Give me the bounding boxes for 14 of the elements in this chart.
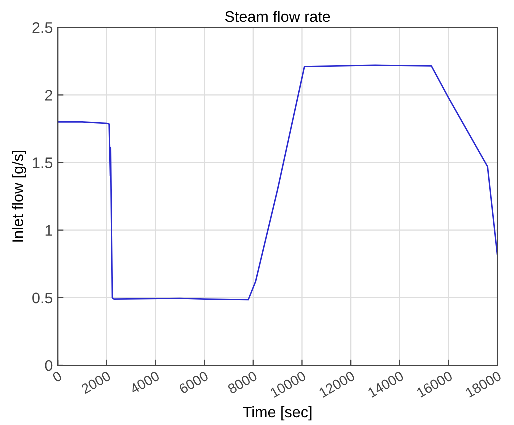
x-tick-label: 8000 bbox=[227, 370, 258, 394]
x-tick-label: 2000 bbox=[80, 370, 112, 394]
y-tick-label: 2.5 bbox=[32, 22, 53, 34]
chart-title: Steam flow rate bbox=[225, 11, 330, 22]
x-tick-label: 4000 bbox=[129, 370, 160, 394]
y-tick-label: 1.5 bbox=[33, 158, 53, 168]
line-series bbox=[58, 64, 498, 301]
x-tick-label: 6000 bbox=[178, 370, 210, 394]
y-tick-label: 0.5 bbox=[32, 292, 53, 304]
y-tick-label: 1 bbox=[46, 225, 52, 236]
y-tick-label: 0 bbox=[45, 360, 53, 372]
x-axis-title: Time [sec] bbox=[243, 406, 312, 421]
y-tick-label: 2 bbox=[45, 90, 52, 101]
y-axis-title: Inlet flow [g/s] bbox=[12, 150, 26, 242]
